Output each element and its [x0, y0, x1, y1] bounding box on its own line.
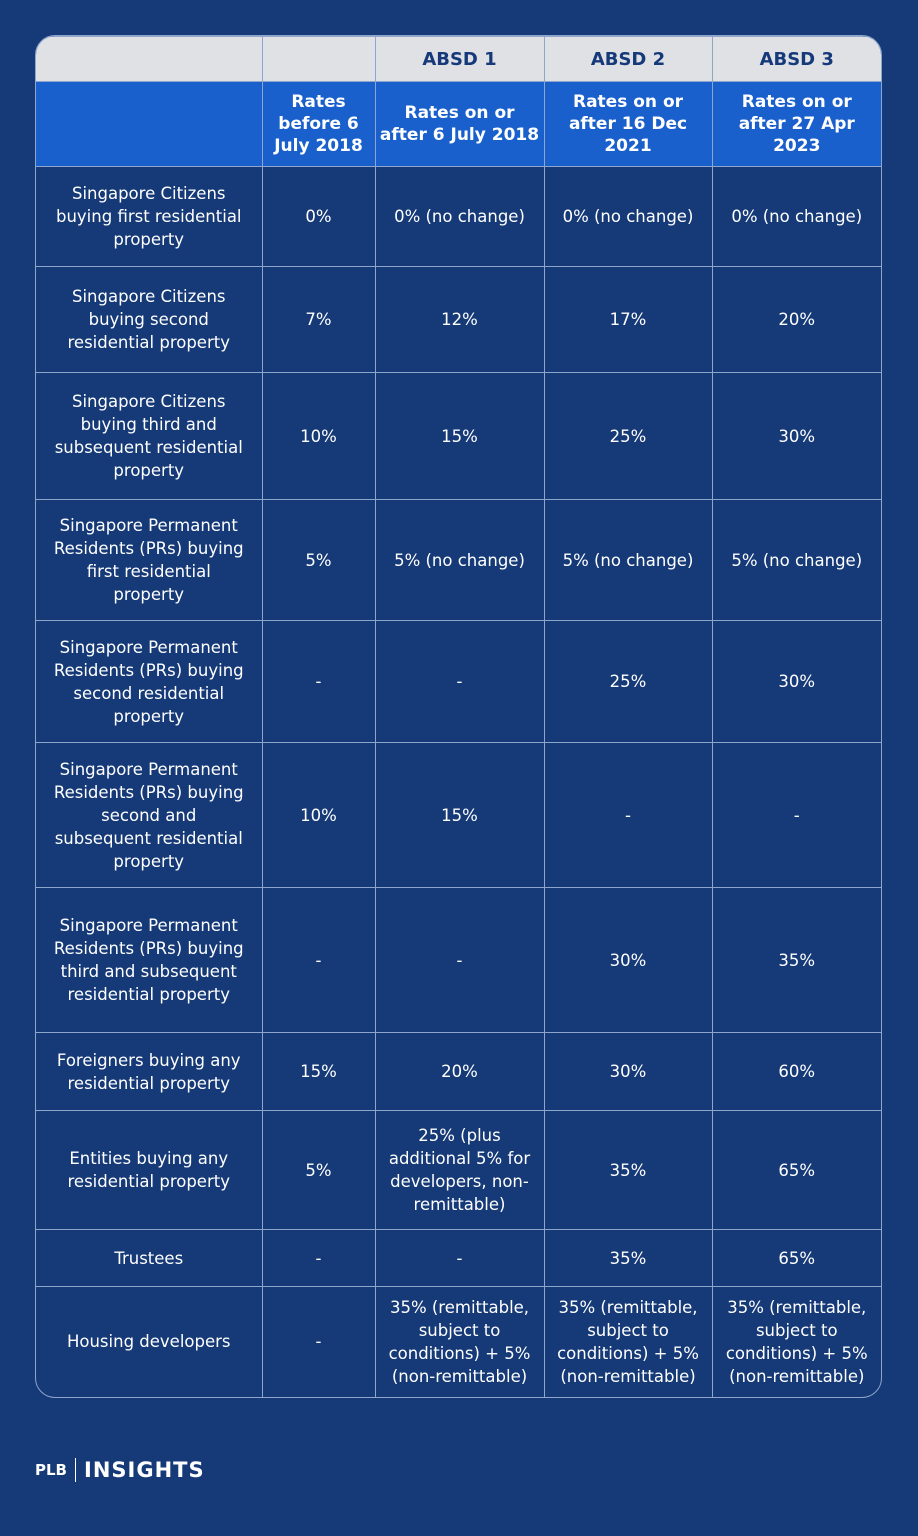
rate-cell: 35%	[543, 1110, 713, 1230]
rate-cell: 25%	[543, 372, 713, 500]
table-row: Entities buying any residential property…	[36, 1110, 881, 1230]
rate-cell: 25%	[543, 620, 713, 743]
rate-cell: -	[261, 1229, 376, 1287]
table-row: Singapore Permanent Residents (PRs) buyi…	[36, 887, 881, 1033]
rate-cell: 12%	[374, 266, 545, 373]
row-label: Singapore Permanent Residents (PRs) buyi…	[36, 742, 263, 888]
rate-cell: -	[261, 620, 376, 743]
absd-header: ABSD 3	[711, 36, 881, 82]
absd-header: ABSD 2	[543, 36, 713, 82]
table-row: Singapore Citizens buying second residen…	[36, 266, 881, 373]
rate-cell: 65%	[711, 1110, 881, 1230]
column-header: Rates on or after 6 July 2018	[374, 81, 545, 167]
rate-cell: 25% (plus additional 5% for developers, …	[374, 1110, 545, 1230]
rate-cell: 5% (no change)	[711, 499, 881, 621]
rate-cell: 35%	[711, 887, 881, 1033]
footer-brand: PLB	[35, 1461, 67, 1479]
row-label: Singapore Permanent Residents (PRs) buyi…	[36, 620, 263, 743]
row-label: Singapore Permanent Residents (PRs) buyi…	[36, 499, 263, 621]
table-row: Singapore Permanent Residents (PRs) buyi…	[36, 620, 881, 743]
header-cell	[36, 36, 263, 82]
rate-cell: 35% (remittable, subject to conditions) …	[543, 1286, 713, 1397]
row-label: Singapore Citizens buying third and subs…	[36, 372, 263, 500]
rate-cell: 0% (no change)	[543, 166, 713, 267]
rate-cell: 30%	[711, 372, 881, 500]
rate-cell: 17%	[543, 266, 713, 373]
absd-table: ABSD 1 ABSD 2 ABSD 3 Rates before 6 July 20…	[36, 36, 881, 1397]
row-label: Entities buying any residential property	[36, 1110, 263, 1230]
rate-cell: 30%	[543, 887, 713, 1033]
rate-cell: -	[374, 887, 545, 1033]
rate-cell: -	[374, 1229, 545, 1287]
footer-section: INSIGHTS	[84, 1458, 205, 1482]
header-row: ABSD 1 ABSD 2 ABSD 3	[36, 36, 881, 82]
row-label: Housing developers	[36, 1286, 263, 1397]
rate-cell: -	[261, 1286, 376, 1397]
rate-cell: 20%	[374, 1032, 545, 1111]
column-header: Rates on or after 27 Apr 2023	[711, 81, 881, 167]
table-row: Housing developers -35% (remittable, subj…	[36, 1286, 881, 1397]
rate-cell: 20%	[711, 266, 881, 373]
rate-cell: -	[543, 742, 713, 888]
table-row: Foreigners buying any residential proper…	[36, 1032, 881, 1111]
rate-cell: 60%	[711, 1032, 881, 1111]
rate-cell: 5%	[261, 499, 376, 621]
rate-cell: 15%	[374, 372, 545, 500]
rate-cell: 10%	[261, 372, 376, 500]
table-row: Singapore Permanent Residents (PRs) buyi…	[36, 742, 881, 888]
header-cell	[36, 81, 263, 167]
footer-separator	[75, 1458, 76, 1482]
rate-cell: 35% (remittable, subject to conditions) …	[374, 1286, 545, 1397]
table-row: Trustees - -35% 65%	[36, 1229, 881, 1287]
rate-cell: 35% (remittable, subject to conditions) …	[711, 1286, 881, 1397]
rate-cell: 0% (no change)	[711, 166, 881, 267]
absd-header: ABSD 1	[374, 36, 545, 82]
rate-cell: 30%	[543, 1032, 713, 1111]
row-label: Singapore Permanent Residents (PRs) buyi…	[36, 887, 263, 1033]
rate-cell: 5% (no change)	[374, 499, 545, 621]
table-row: Singapore Permanent Residents (PRs) buyi…	[36, 499, 881, 621]
rate-cell: -	[261, 887, 376, 1033]
table-row: Singapore Citizens buying first resident…	[36, 166, 881, 267]
footer: PLB INSIGHTS	[35, 1458, 205, 1482]
row-label: Trustees	[36, 1229, 263, 1287]
column-header: Rates before 6 July 2018	[261, 81, 376, 167]
rate-cell: 5% (no change)	[543, 499, 713, 621]
rate-cell: 10%	[261, 742, 376, 888]
rate-cell: 0%	[261, 166, 376, 267]
subheader-row: Rates before 6 July 2018 Rates on or afte…	[36, 81, 881, 167]
rate-cell: 65%	[711, 1229, 881, 1287]
rate-cell: 35%	[543, 1229, 713, 1287]
header-cell	[261, 36, 376, 82]
rate-cell: -	[711, 742, 881, 888]
rate-cell: 15%	[374, 742, 545, 888]
rate-cell: 5%	[261, 1110, 376, 1230]
rate-cell: 15%	[261, 1032, 376, 1111]
table-row: Singapore Citizens buying third and subs…	[36, 372, 881, 500]
column-header: Rates on or after 16 Dec 2021	[543, 81, 713, 167]
row-label: Singapore Citizens buying second residen…	[36, 266, 263, 373]
rate-cell: 0% (no change)	[374, 166, 545, 267]
table-container: ABSD 1 ABSD 2 ABSD 3 Rates before 6 July 20…	[35, 35, 882, 1398]
rate-cell: -	[374, 620, 545, 743]
rate-cell: 7%	[261, 266, 376, 373]
row-label: Singapore Citizens buying first resident…	[36, 166, 263, 267]
row-label: Foreigners buying any residential proper…	[36, 1032, 263, 1111]
rate-cell: 30%	[711, 620, 881, 743]
